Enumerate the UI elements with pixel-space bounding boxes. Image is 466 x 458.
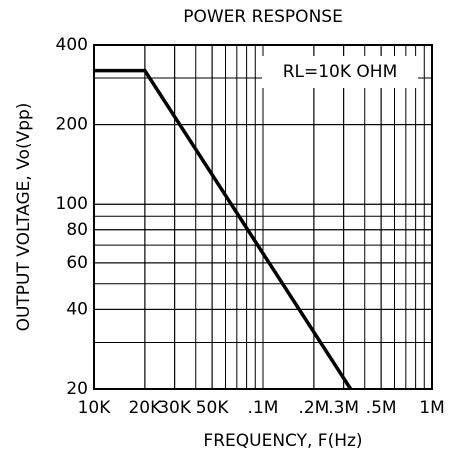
- chart-title: POWER RESPONSE: [183, 7, 343, 27]
- data-line: [94, 68, 353, 390]
- y-tick-label: 60: [66, 253, 88, 273]
- x-tick-label: .1M: [248, 398, 279, 418]
- y-tick-label: 400: [56, 35, 88, 55]
- x-tick-label: 30K: [158, 398, 192, 418]
- y-tick-label: 200: [56, 115, 88, 135]
- x-tick-label: .5M: [366, 398, 397, 418]
- plot-frame: [93, 44, 433, 390]
- x-tick-label: .3M: [328, 398, 359, 418]
- x-tick-label: 10K: [78, 398, 112, 418]
- y-tick-label: 20: [66, 379, 88, 399]
- y-tick-label: 100: [56, 194, 88, 214]
- x-tick-label: 20K: [128, 398, 162, 418]
- x-tick-label: .2M: [298, 398, 329, 418]
- annotation-box: [262, 56, 418, 88]
- y-axis-label: OUTPUT VOLTAGE, Vo(Vpp): [14, 103, 34, 332]
- x-tick-label: 50K: [196, 398, 230, 418]
- y-tick-label: 40: [66, 299, 88, 319]
- annotation: RL=10K OHM: [283, 62, 398, 82]
- x-tick-label: 1M: [419, 398, 444, 418]
- x-axis-label: FREQUENCY, F(Hz): [203, 431, 362, 451]
- y-tick-label: 80: [66, 220, 88, 240]
